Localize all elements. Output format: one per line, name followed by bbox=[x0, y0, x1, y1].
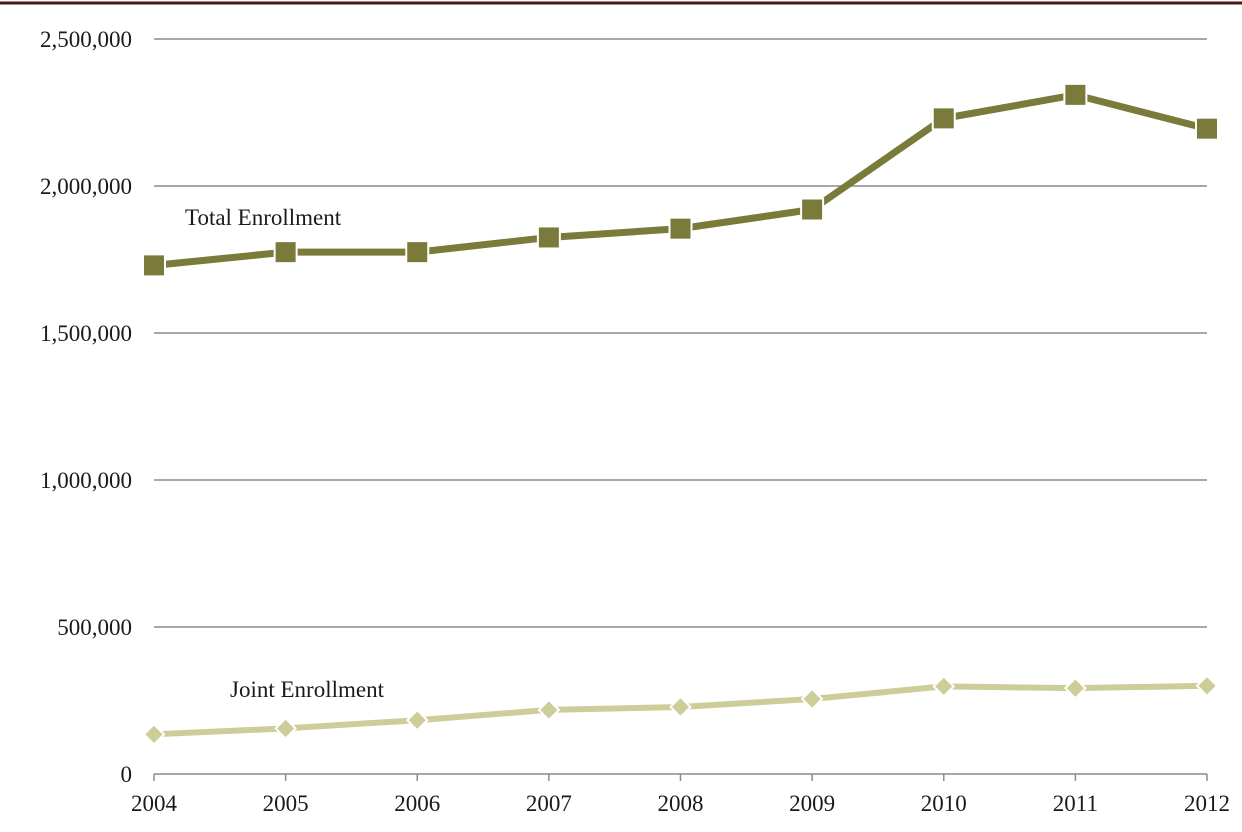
x-axis bbox=[153, 773, 1208, 781]
data-point bbox=[1063, 82, 1088, 107]
data-point bbox=[669, 695, 692, 719]
data-point bbox=[537, 698, 561, 722]
x-tick-label: 2009 bbox=[789, 791, 835, 816]
data-point bbox=[1063, 676, 1087, 700]
data-point bbox=[405, 240, 430, 265]
series-joint-enrollment bbox=[142, 674, 1219, 746]
y-tick-label: 2,000,000 bbox=[40, 174, 132, 199]
series-total-enrollment bbox=[142, 82, 1219, 278]
data-point bbox=[668, 216, 693, 241]
data-point bbox=[405, 708, 429, 732]
x-tick-label: 2010 bbox=[921, 791, 967, 816]
y-tick-label: 0 bbox=[121, 762, 133, 787]
y-tick-label: 2,500,000 bbox=[40, 27, 132, 52]
x-tick-label: 2007 bbox=[526, 791, 572, 816]
x-tick-label: 2011 bbox=[1053, 791, 1098, 816]
data-point bbox=[931, 106, 956, 131]
data-point bbox=[142, 722, 166, 746]
data-point bbox=[932, 674, 956, 698]
data-point bbox=[1195, 116, 1219, 141]
x-tick-label: 2012 bbox=[1184, 791, 1230, 816]
y-tick-label: 1,000,000 bbox=[40, 468, 132, 493]
x-tick-label: 2006 bbox=[394, 791, 440, 816]
data-point bbox=[800, 197, 825, 222]
data-point bbox=[274, 717, 298, 740]
x-tick-label: 2004 bbox=[131, 791, 178, 816]
data-point bbox=[273, 240, 298, 265]
data-point bbox=[536, 225, 561, 250]
gridlines bbox=[154, 38, 1207, 628]
y-tick-label: 500,000 bbox=[57, 615, 132, 640]
data-point bbox=[1195, 674, 1219, 698]
x-tick-label: 2005 bbox=[263, 791, 309, 816]
y-tick-label: 1,500,000 bbox=[40, 321, 132, 346]
data-point bbox=[142, 253, 166, 278]
data-point bbox=[800, 687, 824, 711]
y-tick-labels: 0 500,000 1,000,000 1,500,000 2,000,000 2,500… bbox=[40, 27, 132, 787]
series-label-total-enrollment: Total Enrollment bbox=[185, 205, 342, 230]
series bbox=[142, 82, 1219, 746]
series-label-joint-enrollment: Joint Enrollment bbox=[230, 677, 385, 702]
x-tick-label: 2008 bbox=[658, 791, 704, 816]
x-tick-labels: 2004 2005 2006 2007 2008 2009 2010 2011 2012 bbox=[131, 791, 1230, 816]
